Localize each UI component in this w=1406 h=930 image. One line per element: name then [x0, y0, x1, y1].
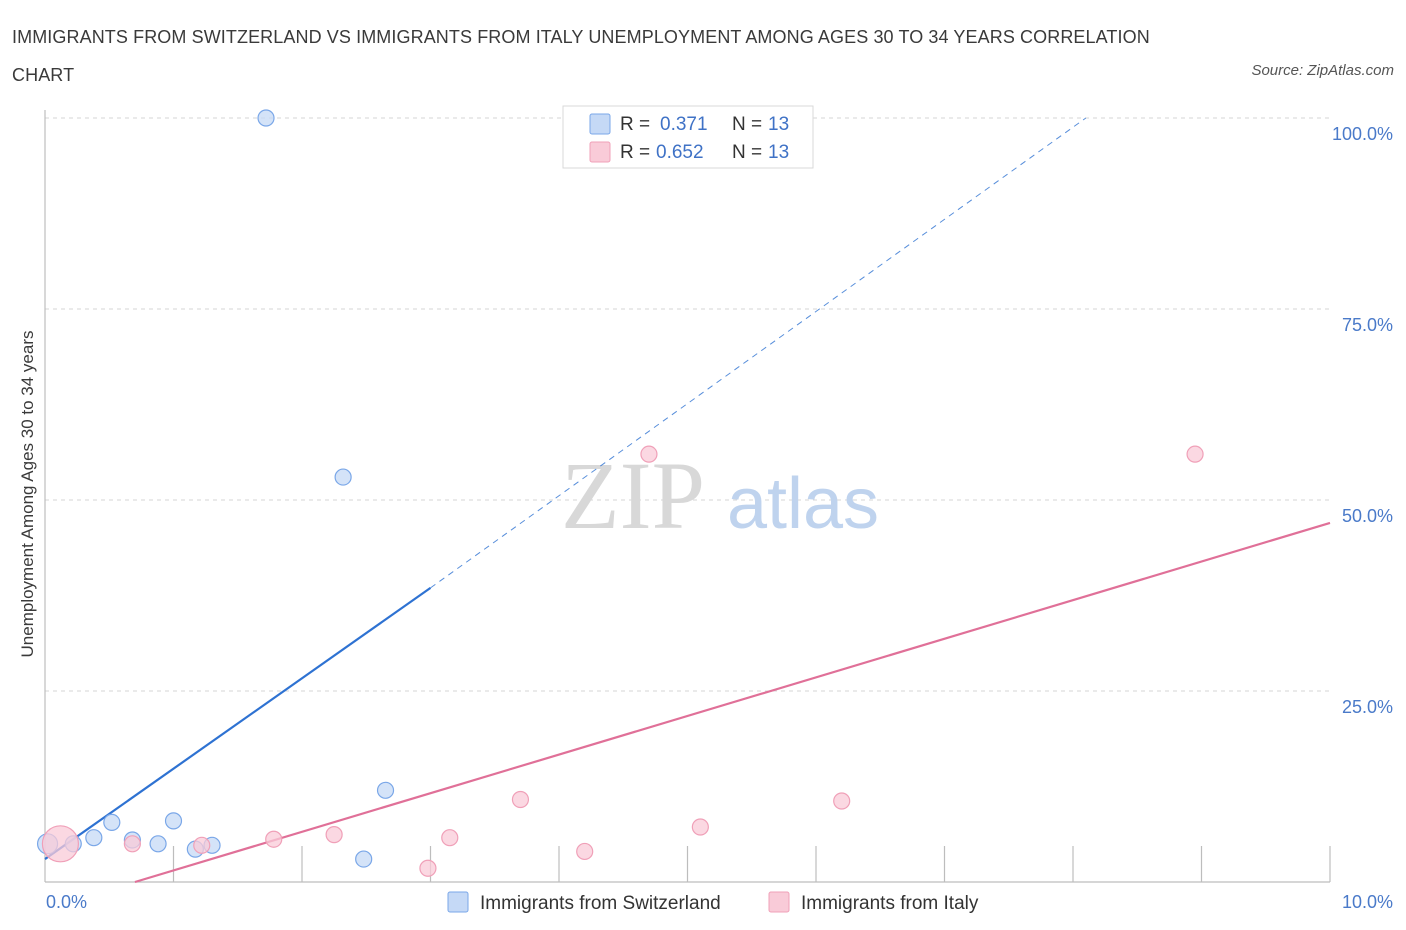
point-italy-9 [640, 445, 658, 463]
legend-swatch-switzerland [589, 113, 611, 135]
point-italy-11 [833, 792, 851, 810]
point-switzerland-3 [103, 813, 121, 832]
legend-n-value-switzerland: 13 [768, 114, 789, 135]
point-switzerland-12 [376, 781, 395, 799]
point-italy-1 [123, 835, 141, 853]
point-italy-6 [441, 829, 459, 847]
x-tick-label-0: 0.0% [46, 892, 87, 912]
bottom-legend: Immigrants from Switzerland Immigrants f… [447, 891, 979, 914]
watermark-zip: ZIP [561, 442, 705, 549]
bottom-legend-label-switzerland: Immigrants from Switzerland [480, 893, 721, 914]
top-legend: R = 0.371 N = 13 R = 0.652 N = 13 [562, 105, 814, 169]
legend-r-value-italy: 0.652 [656, 142, 704, 163]
bottom-legend-swatch-switzerland [447, 891, 469, 913]
point-italy-3 [265, 830, 283, 848]
point-switzerland-11 [355, 850, 373, 868]
point-italy-10 [691, 818, 709, 836]
point-italy-4 [325, 826, 343, 844]
legend-r-label-2: R = [620, 142, 650, 163]
x-tick-label-1: 10.0% [1342, 892, 1393, 912]
legend-n-label-2: N = [732, 142, 762, 163]
bottom-legend-swatch-italy [768, 891, 790, 913]
point-italy-5 [419, 859, 437, 877]
point-italy-7 [511, 790, 530, 809]
watermark-atlas: atlas [727, 464, 879, 544]
watermark: ZIP atlas [561, 442, 879, 549]
trend-lines [44, 117, 1331, 884]
y-tick-label-0: 25.0% [1342, 697, 1393, 717]
point-italy-8 [576, 842, 594, 861]
chart-title: IMMIGRANTS FROM SWITZERLAND VS IMMIGRANT… [12, 27, 1150, 85]
legend-r-label-1: R = [620, 114, 650, 135]
point-switzerland-5 [149, 835, 167, 853]
point-switzerland-9 [257, 109, 275, 127]
legend-swatch-italy [589, 141, 611, 163]
y-tick-label-1: 50.0% [1342, 506, 1393, 526]
tick-labels: 25.0% 50.0% 75.0% 100.0% 0.0% 10.0% [46, 124, 1393, 912]
trend-line-italy [134, 521, 1331, 884]
point-italy-0 [41, 825, 80, 863]
legend-r-value-switzerland: 0.371 [660, 114, 708, 135]
point-italy-2 [193, 836, 211, 854]
trend-line-switzerland-extension [430, 117, 1087, 589]
data-points [36, 109, 1204, 877]
gridlines [45, 117, 1330, 692]
legend-n-value-italy: 13 [768, 142, 789, 163]
trend-line-switzerland [44, 586, 432, 860]
point-italy-12 [1186, 445, 1204, 463]
bottom-legend-label-italy: Immigrants from Italy [801, 893, 979, 914]
point-switzerland-2 [85, 829, 103, 847]
point-switzerland-10 [334, 468, 352, 486]
y-tick-label-3: 100.0% [1332, 124, 1393, 144]
y-tick-label-2: 75.0% [1342, 315, 1393, 335]
chart-source: Source: ZipAtlas.com [1251, 62, 1394, 79]
point-switzerland-6 [164, 812, 183, 830]
legend-n-label-1: N = [732, 114, 762, 135]
